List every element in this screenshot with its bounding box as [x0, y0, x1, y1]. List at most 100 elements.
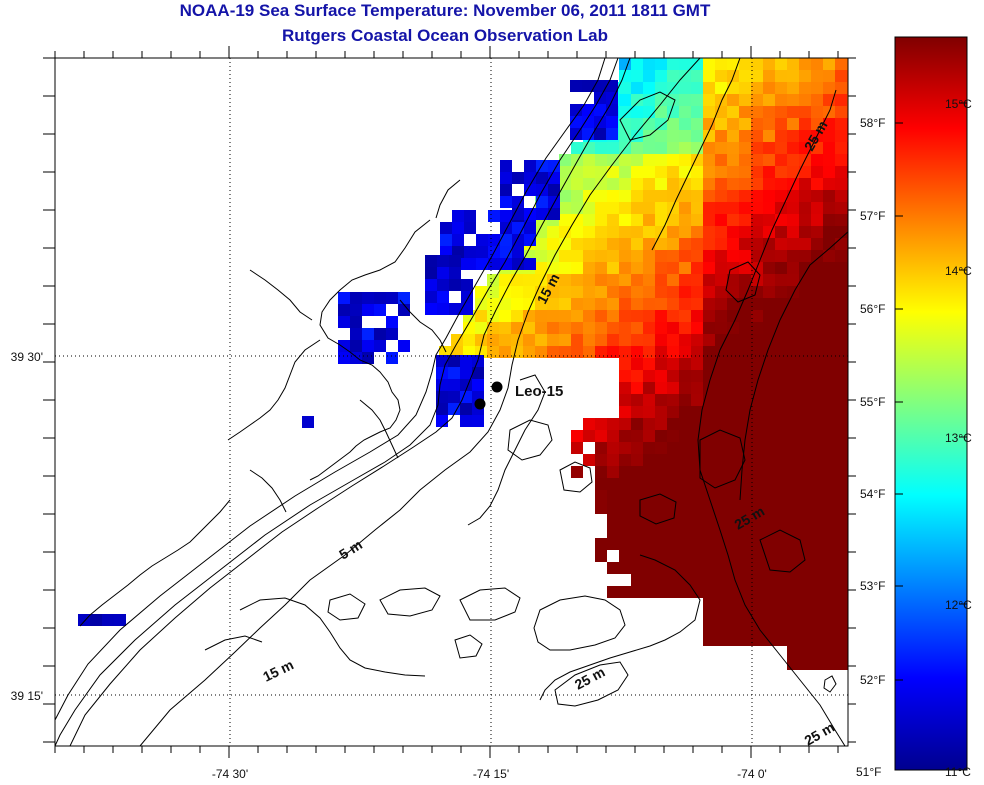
sst-pixel	[727, 286, 739, 298]
sst-pixel	[739, 310, 751, 322]
sst-pixel	[643, 226, 655, 238]
sst-pixel	[691, 322, 703, 334]
sst-pixel	[595, 550, 607, 562]
sst-pixel	[835, 526, 847, 538]
sst-pixel	[715, 562, 727, 574]
sst-pixel	[631, 130, 643, 142]
sst-pixel	[655, 166, 667, 178]
sst-pixel	[643, 454, 655, 466]
sst-pixel	[811, 610, 823, 622]
sst-pixel	[715, 394, 727, 406]
sst-pixel	[583, 238, 595, 250]
sst-pixel	[691, 550, 703, 562]
sst-pixel	[386, 316, 398, 328]
sst-pixel	[799, 502, 811, 514]
sst-pixel	[631, 562, 643, 574]
sst-pixel	[715, 634, 727, 646]
sst-pixel	[667, 274, 679, 286]
sst-pixel	[739, 226, 751, 238]
sst-pixel	[691, 574, 703, 586]
sst-pixel	[739, 418, 751, 430]
sst-pixel	[739, 538, 751, 550]
sst-pixel	[835, 82, 847, 94]
sst-pixel	[727, 634, 739, 646]
sst-pixel	[691, 406, 703, 418]
sst-pixel	[835, 238, 847, 250]
sst-pixel	[835, 70, 847, 82]
sst-pixel	[536, 196, 548, 208]
sst-pixel	[847, 250, 848, 262]
sst-pixel	[823, 178, 835, 190]
sst-pixel	[559, 322, 571, 334]
sst-pixel	[500, 184, 512, 196]
sst-pixel	[847, 418, 848, 430]
sst-pixel	[655, 130, 667, 142]
sst-pixel	[523, 274, 535, 286]
sst-pixel	[631, 538, 643, 550]
sst-pixel	[739, 358, 751, 370]
sst-pixel	[787, 322, 799, 334]
sst-pixel	[524, 234, 536, 246]
sst-pixel	[751, 142, 763, 154]
sst-pixel	[460, 355, 472, 367]
sst-pixel	[727, 250, 739, 262]
sst-pixel	[691, 382, 703, 394]
sst-pixel	[727, 406, 739, 418]
sst-pixel	[799, 214, 811, 226]
sst-pixel	[787, 286, 799, 298]
sst-pixel	[547, 286, 559, 298]
sst-pixel	[691, 214, 703, 226]
sst-pixel	[799, 346, 811, 358]
graticule	[55, 58, 848, 746]
sst-pixel	[679, 286, 691, 298]
chart-subtitle: Rutgers Coastal Ocean Observation Lab	[282, 26, 608, 45]
sst-pixel	[703, 442, 715, 454]
sst-pixel	[847, 598, 848, 610]
sst-pixel	[679, 298, 691, 310]
sst-pixel	[535, 310, 547, 322]
sst-pixel	[436, 403, 448, 415]
sst-pixel	[787, 130, 799, 142]
sst-pixel	[559, 262, 571, 274]
sst-pixel	[739, 94, 751, 106]
sst-pixel	[739, 526, 751, 538]
sst-pixel	[436, 379, 448, 391]
sst-pixel	[811, 226, 823, 238]
sst-pixel	[425, 255, 437, 267]
sst-pixel	[727, 202, 739, 214]
sst-pixel	[787, 586, 799, 598]
sst-pixel	[703, 406, 715, 418]
sst-pixel	[763, 502, 775, 514]
sst-pixel	[631, 514, 643, 526]
sst-pixel	[787, 562, 799, 574]
sst-pixel	[835, 358, 847, 370]
sst-pixel	[691, 478, 703, 490]
sst-pixel	[835, 346, 847, 358]
sst-pixel	[655, 238, 667, 250]
sst-pixel	[679, 214, 691, 226]
sst-pixel	[763, 166, 775, 178]
sst-pixel	[763, 526, 775, 538]
sst-pixel	[847, 226, 848, 238]
sst-pixel	[847, 526, 848, 538]
sst-pixel	[655, 298, 667, 310]
sst-pixel	[655, 214, 667, 226]
sst-pixel	[679, 130, 691, 142]
sst-pixel	[775, 394, 787, 406]
sst-pixel	[787, 298, 799, 310]
sst-pixel	[667, 478, 679, 490]
sst-pixel	[655, 106, 667, 118]
sst-pixel	[643, 118, 655, 130]
sst-pixel	[715, 274, 727, 286]
sst-pixel	[523, 322, 535, 334]
sst-pixel	[667, 58, 679, 70]
sst-pixel	[571, 466, 583, 478]
sst-pixel	[835, 382, 847, 394]
sst-pixel	[607, 226, 619, 238]
sst-pixel	[727, 550, 739, 562]
sst-pixel	[763, 214, 775, 226]
sst-pixel	[775, 106, 787, 118]
colorbar-f-label: 52°F	[860, 673, 885, 687]
sst-pixel	[703, 70, 715, 82]
sst-pixel	[763, 178, 775, 190]
